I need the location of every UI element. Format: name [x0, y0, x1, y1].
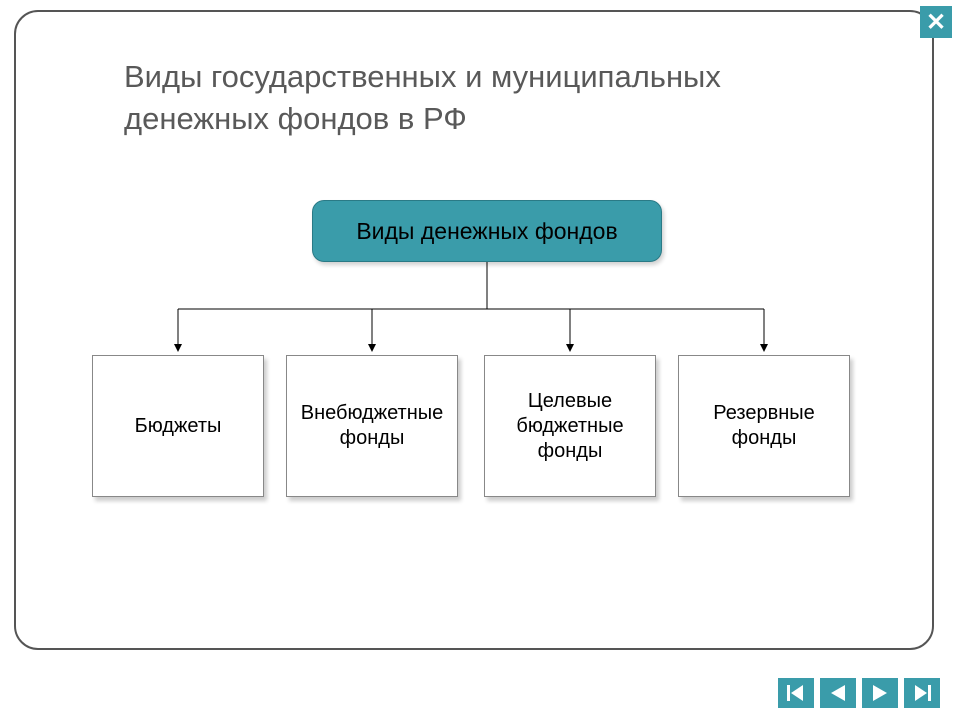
child-node-label: Внебюджетные фонды [287, 401, 457, 451]
nav-prev-button[interactable] [820, 678, 856, 708]
slide-frame: Виды государственных и муниципальных ден… [14, 10, 934, 650]
child-node-label: Бюджеты [135, 414, 222, 439]
diagram-child-node: Целевые бюджетные фонды [484, 355, 656, 497]
nav-next-button[interactable] [862, 678, 898, 708]
skip-back-icon [787, 685, 805, 701]
nav-controls [778, 678, 940, 708]
child-node-label: Резервные фонды [679, 401, 849, 451]
skip-forward-icon [913, 685, 931, 701]
diagram-child-node: Внебюджетные фонды [286, 355, 458, 497]
nav-last-button[interactable] [904, 678, 940, 708]
diagram-child-node: Бюджеты [92, 355, 264, 497]
triangle-right-icon [873, 685, 887, 701]
diagram-child-node: Резервные фонды [678, 355, 850, 497]
close-button[interactable]: ✕ [920, 6, 952, 38]
nav-first-button[interactable] [778, 678, 814, 708]
child-node-label: Целевые бюджетные фонды [485, 389, 655, 464]
diagram-root-node: Виды денежных фондов [312, 200, 662, 262]
close-icon: ✕ [926, 8, 946, 37]
triangle-left-icon [831, 685, 845, 701]
slide-title: Виды государственных и муниципальных ден… [124, 56, 844, 140]
root-node-label: Виды денежных фондов [356, 218, 617, 245]
